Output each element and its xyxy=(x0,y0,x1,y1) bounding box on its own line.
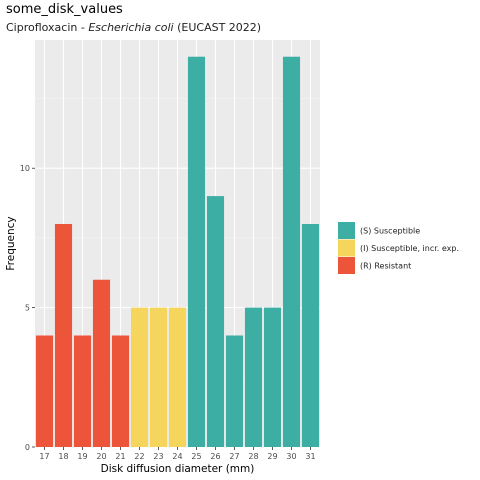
legend-label-S: (S) Susceptible xyxy=(360,227,420,236)
chart-title: some_disk_values xyxy=(6,2,123,17)
legend-label-R: (R) Resistant xyxy=(360,262,411,271)
bar-19 xyxy=(73,335,92,447)
legend: (S) Susceptible (I) Susceptible, incr. ex… xyxy=(338,222,459,274)
subtitle-suffix: (EUCAST 2022) xyxy=(173,21,262,34)
x-tick-label: 22 xyxy=(134,452,144,461)
subtitle-prefix: Ciprofloxacin - xyxy=(6,21,89,34)
legend-label-I: (I) Susceptible, incr. exp. xyxy=(360,244,459,253)
x-tick-label: 18 xyxy=(58,452,68,461)
y-tick-label: 5 xyxy=(25,304,30,313)
bar-28 xyxy=(244,307,263,447)
y-tick-label: 10 xyxy=(20,164,30,173)
bar-21 xyxy=(111,335,130,447)
chart-subtitle: Ciprofloxacin - Escherichia coli (EUCAST… xyxy=(6,21,261,34)
subtitle-organism: Escherichia coli xyxy=(88,21,174,34)
x-tick-label: 17 xyxy=(39,452,49,461)
x-tick-label: 20 xyxy=(96,452,106,461)
y-axis: 0 5 10 xyxy=(20,164,35,452)
bar-30 xyxy=(282,56,301,448)
y-axis-title: Frequency xyxy=(5,216,17,270)
x-tick-label: 25 xyxy=(191,452,201,461)
x-axis-title: Disk diffusion diameter (mm) xyxy=(101,463,255,475)
bar-29 xyxy=(263,307,282,447)
x-tick-label: 23 xyxy=(153,452,163,461)
bar-18 xyxy=(54,223,73,447)
x-tick-label: 28 xyxy=(248,452,258,461)
bar-27 xyxy=(225,335,244,447)
x-tick-label: 19 xyxy=(77,452,87,461)
bar-26 xyxy=(206,196,225,447)
legend-key-I xyxy=(338,239,355,257)
y-tick-label: 0 xyxy=(25,443,30,452)
bar-25 xyxy=(187,56,206,448)
x-tick-label: 30 xyxy=(286,452,296,461)
x-tick-label: 31 xyxy=(305,452,315,461)
legend-key-R xyxy=(338,257,355,274)
x-tick-label: 24 xyxy=(172,452,182,461)
x-tick-label: 27 xyxy=(229,452,239,461)
bar-31 xyxy=(301,223,320,447)
x-tick-label: 21 xyxy=(115,452,125,461)
bar-24 xyxy=(168,307,187,447)
x-axis: 17 18 19 20 21 22 23 24 25 26 27 28 29 30 31 xyxy=(39,447,316,461)
bar-20 xyxy=(92,279,111,447)
x-tick-label: 29 xyxy=(267,452,277,461)
bar-17 xyxy=(35,335,54,447)
legend-key-S xyxy=(338,222,355,239)
bars xyxy=(35,56,320,448)
bar-22 xyxy=(130,307,149,447)
x-tick-label: 26 xyxy=(210,452,220,461)
bar-23 xyxy=(149,307,168,447)
